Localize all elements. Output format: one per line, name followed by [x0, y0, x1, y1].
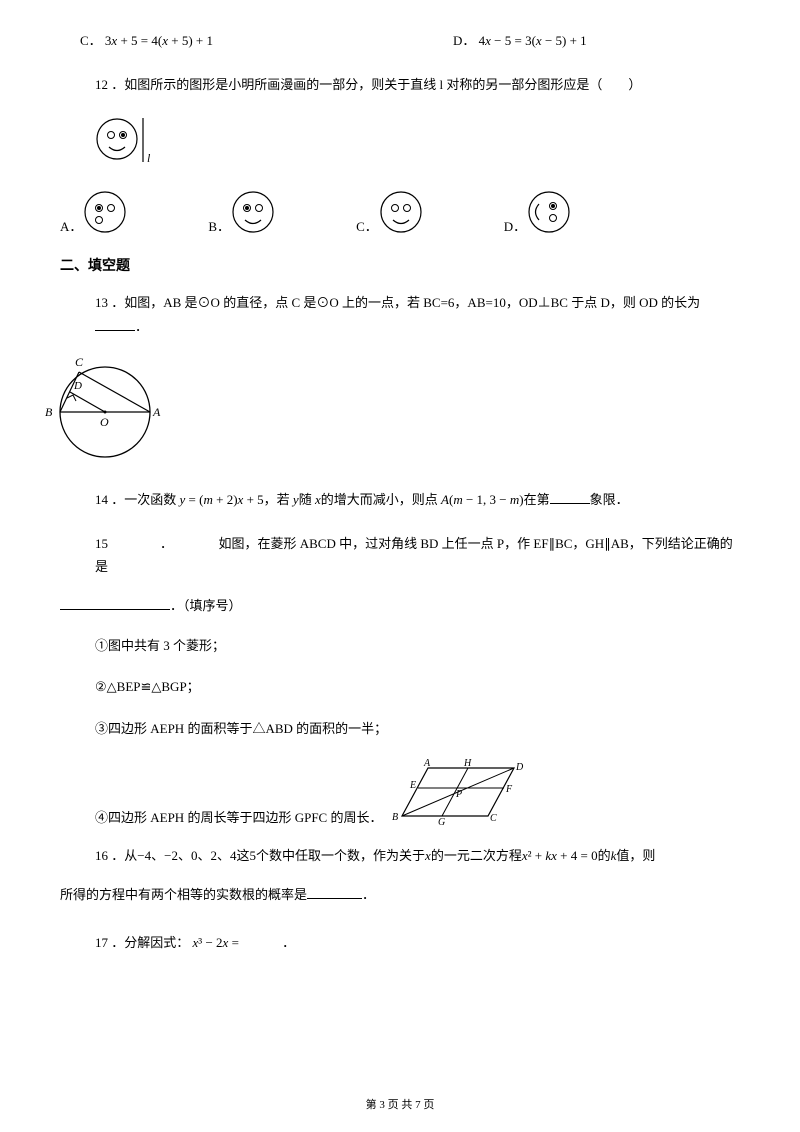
smiley-with-line-icon: l [95, 112, 165, 167]
q16-p5: 的 [598, 848, 611, 863]
q15-p1: 15 ． 如图，在菱形 ABCD 中，过对角线 BD 上任一点 P，作 EF∥B… [95, 532, 740, 579]
q12-option-c: C． [356, 189, 424, 235]
svg-text:l: l [147, 151, 151, 165]
svg-text:A: A [423, 758, 431, 769]
svg-text:D: D [73, 380, 82, 392]
option-c-equation: 3x + 5 = 4(x + 5) + 1 [105, 33, 213, 48]
q15-item4-row: ④四边形 AEPH 的周长等于四边形 GPFC 的周长． A H D E P F… [95, 758, 740, 826]
q17-eq: x³ − 2x = [193, 935, 239, 950]
q16-p6: 值，则 [616, 848, 655, 863]
q12-opt-c-label: C． [356, 216, 378, 235]
q17-p2: ． [282, 935, 295, 950]
q15-p2: ．（填序号） [170, 598, 242, 613]
q15-item2: ②△BEP≌△BGP； [95, 675, 740, 698]
q17-p1: 17 ．分解因式： [95, 935, 189, 950]
q16-p8: ． [362, 887, 375, 902]
q13: 13 ．如图，AB 是⊙O 的直径，点 C 是⊙O 上的一点，若 BC=6，AB… [95, 291, 740, 338]
page-footer: 第 3 页 共 7 页 [0, 1096, 800, 1112]
q14-p6: 象限． [590, 492, 629, 507]
q12-opt-d-label: D． [504, 216, 526, 235]
q16-p1: 16 ．从 [95, 848, 137, 863]
q17: 17 ．分解因式： x³ − 2x = ． [95, 931, 740, 954]
q16-c2: 、 [178, 848, 191, 863]
q16-p2: 这 [237, 848, 250, 863]
option-c-label: C． [80, 33, 102, 48]
q13-blank [95, 330, 135, 331]
smiley-c-icon [378, 189, 424, 235]
option-d-equation: 4x − 5 = 3(x − 5) + 1 [479, 33, 587, 48]
section-2-title: 二、填空题 [60, 255, 740, 275]
svg-text:D: D [515, 762, 524, 773]
svg-text:P: P [455, 789, 462, 800]
q16-n2: −2 [164, 848, 178, 863]
svg-text:C: C [490, 813, 497, 824]
q15-item1: ①图中共有 3 个菱形； [95, 634, 740, 657]
rhombus-diagram-icon: A H D E P F B G C [390, 758, 530, 826]
q14-p5: 在第 [524, 492, 550, 507]
q16-eq: x² + kx + 4 = 0 [522, 848, 598, 863]
q16-p7: 所得的方程中有两个相等的实数根的概率是 [60, 887, 307, 902]
svg-text:B: B [45, 405, 53, 419]
q16-p3: 个数中任取一个数，作为关于 [256, 848, 425, 863]
q15-blank-line: ．（填序号） [60, 594, 740, 617]
q12-option-d: D． [504, 189, 572, 235]
q12-options-row: A． B． C． D． [60, 189, 740, 235]
q16-c1: 、 [151, 848, 164, 863]
q15-item4: ④四边形 AEPH 的周长等于四边形 GPFC 的周长． [95, 807, 382, 826]
svg-text:H: H [463, 758, 472, 769]
q14: 14 ．一次函数 y = (m + 2)x + 5，若 y随 x的增大而减小，则… [95, 488, 740, 511]
option-d-label: D． [453, 33, 475, 48]
q14-p2: ，若 [264, 492, 290, 507]
smiley-d-icon [526, 189, 572, 235]
q13-figure: C D B O A [35, 354, 740, 468]
q12-reference-figure: l [95, 112, 740, 171]
svg-text:A: A [152, 405, 161, 419]
q16-blank [307, 898, 362, 899]
svg-text:E: E [409, 780, 416, 791]
svg-text:C: C [75, 355, 84, 369]
smiley-b-icon [230, 189, 276, 235]
q12-text: 12 ．如图所示的图形是小明所画漫画的一部分，则关于直线 l 对称的另一部分图形… [95, 73, 740, 96]
q16-p4: 的一元二次方程 [431, 848, 522, 863]
q16-c4: 、 [217, 848, 230, 863]
circle-diagram-icon: C D B O A [35, 354, 175, 464]
q12-option-b: B． [208, 189, 276, 235]
q12-opt-b-label: B． [208, 216, 230, 235]
q16-n1: −4 [137, 848, 151, 863]
q14-eq1: y = (m + 2)x + 5 [180, 492, 264, 507]
q15-item3: ③四边形 AEPH 的面积等于△ABD 的面积的一半； [95, 717, 740, 740]
q16-line2: 所得的方程中有两个相等的实数根的概率是 ． [60, 883, 740, 906]
q12-opt-a-label: A． [60, 216, 82, 235]
option-c: C． 3x + 5 = 4(x + 5) + 1 [80, 30, 213, 49]
option-d: D． 4x − 5 = 3(x − 5) + 1 [453, 30, 587, 49]
q14-p3: 随 [299, 492, 312, 507]
q15-blank [60, 609, 170, 610]
svg-text:O: O [100, 415, 109, 429]
q13-prefix: 13 ．如图，AB 是⊙O 的直径，点 C 是⊙O 上的一点，若 BC=6，AB… [95, 295, 700, 310]
q14-eq2: A(m − 1, 3 − m) [441, 492, 524, 507]
svg-text:B: B [392, 812, 398, 823]
q13-suffix: ． [135, 319, 148, 334]
svg-text:F: F [505, 784, 513, 795]
prev-question-options: C． 3x + 5 = 4(x + 5) + 1 D． 4x − 5 = 3(x… [60, 30, 740, 49]
q14-p1: 14 ．一次函数 [95, 492, 176, 507]
q16-c3: 、 [197, 848, 210, 863]
q16-line1: 16 ．从−4、−2、0、2、4这5个数中任取一个数，作为关于x的一元二次方程x… [95, 844, 740, 867]
q12-option-a: A． [60, 189, 128, 235]
svg-text:G: G [438, 817, 445, 826]
q14-p4: 的增大而减小，则点 [321, 492, 438, 507]
q14-blank [550, 503, 590, 504]
smiley-a-icon [82, 189, 128, 235]
